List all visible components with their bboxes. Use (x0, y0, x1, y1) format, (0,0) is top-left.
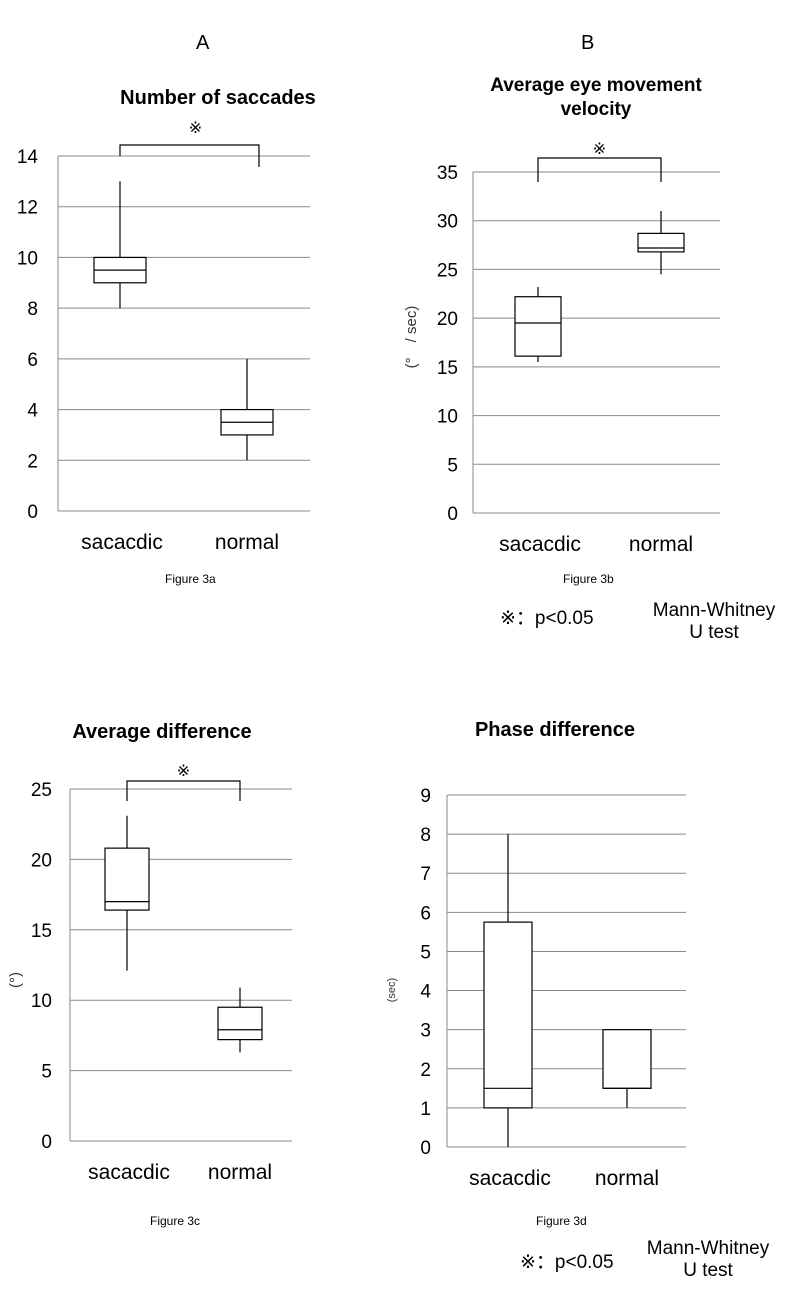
y-tick-label: 6 (27, 350, 38, 371)
box-iqr (104, 847, 150, 911)
caption-figure-3b: Figure 3b (563, 572, 614, 586)
x-category-label: sacacdic (499, 533, 581, 556)
y-tick-label: 12 (17, 198, 38, 219)
panel-letter-b: B (581, 32, 595, 54)
chart-d-title: Phase difference (474, 719, 636, 741)
chart-b-title-line2: velocity (560, 99, 632, 120)
y-tick-label: 15 (31, 921, 52, 942)
box-iqr (217, 1006, 263, 1041)
y-tick-label: 4 (420, 982, 431, 1003)
y-tick-label: 20 (437, 309, 458, 330)
y-tick-label: 2 (420, 1060, 431, 1081)
significance-bracket (537, 157, 662, 182)
y-tick-label: 2 (27, 451, 38, 472)
chart-b: 0 5 10 15 20 25 30 35 sacacdic normal (° / sec) ※ (403, 141, 720, 556)
test-note-bottom-line1: Mann-Whitney (646, 1238, 770, 1259)
box-iqr (602, 1029, 652, 1089)
box-iqr (514, 296, 562, 357)
caption-figure-3c: Figure 3c (150, 1214, 201, 1228)
box-sacacdic (104, 815, 150, 971)
box-iqr (637, 232, 685, 253)
y-tick-label: 0 (27, 502, 38, 523)
caption-figure-3a: Figure 3a (165, 572, 216, 586)
y-axis-label: (°) (7, 972, 24, 988)
chart-a-title: Number of saccades (120, 87, 316, 109)
test-note-top-line1: Mann-Whitney (652, 600, 776, 621)
box-sacacdic (93, 181, 147, 309)
y-tick-label: 20 (31, 850, 52, 871)
y-tick-label: 5 (447, 455, 458, 476)
y-tick-label: 1 (420, 1099, 431, 1120)
y-tick-label: 10 (31, 991, 52, 1012)
y-tick-label: 7 (420, 864, 431, 885)
chart-b-title-line1: Average eye movement (490, 75, 702, 96)
significance-bracket (119, 144, 260, 167)
y-tick-label: 25 (437, 260, 458, 281)
x-category-label: normal (208, 1161, 272, 1184)
y-axis-label: (sec) (386, 978, 398, 1002)
y-tick-label: 3 (420, 1021, 431, 1042)
y-tick-label: 10 (437, 407, 458, 428)
y-tick-label: 0 (447, 504, 458, 525)
y-tick-label: 8 (27, 299, 38, 320)
y-tick-label: 30 (437, 212, 458, 233)
test-note-bottom-line2: U test (683, 1260, 733, 1281)
y-tick-label: 0 (41, 1132, 52, 1153)
y-tick-label: 8 (420, 825, 431, 846)
significance-note-top: ※：p<0.05 (500, 608, 594, 629)
chart-c-title: Average difference (72, 721, 252, 743)
box-normal (217, 987, 263, 1053)
significance-marker: ※ (593, 141, 606, 158)
box-normal (220, 358, 274, 461)
panel-letter-a: A (196, 32, 210, 54)
caption-figure-3d: Figure 3d (536, 1214, 587, 1228)
x-category-label: normal (595, 1167, 659, 1190)
chart-c: 0 5 10 15 20 25 sacacdic normal (°) ※ (7, 763, 292, 1184)
y-tick-label: 4 (27, 401, 38, 422)
y-tick-label: 10 (17, 248, 38, 269)
box-iqr (483, 921, 533, 1109)
significance-note-bottom: ※：p<0.05 (520, 1252, 614, 1273)
x-category-label: sacacdic (81, 531, 163, 554)
test-note-top-line2: U test (689, 622, 739, 643)
box-sacacdic (514, 286, 562, 362)
y-tick-label: 5 (41, 1062, 52, 1083)
y-axis-label: (° / sec) (403, 306, 420, 369)
y-tick-label: 9 (420, 786, 431, 807)
y-tick-label: 14 (17, 147, 39, 168)
significance-bracket (126, 780, 241, 801)
y-tick-label: 0 (420, 1138, 431, 1159)
y-tick-label: 5 (420, 942, 431, 963)
y-tick-label: 15 (437, 358, 458, 379)
y-tick-label: 6 (420, 903, 431, 924)
x-category-label: normal (629, 533, 693, 556)
x-category-label: sacacdic (469, 1167, 551, 1190)
x-category-label: normal (215, 531, 279, 554)
significance-marker: ※ (177, 763, 190, 780)
significance-marker: ※ (189, 120, 202, 137)
box-normal (637, 210, 685, 275)
chart-b-title: Average eye movement velocity (440, 74, 752, 122)
test-note-bottom: Mann-Whitney U test (630, 1238, 786, 1282)
test-note-top: Mann-Whitney U test (636, 600, 792, 644)
box-normal (602, 1029, 652, 1108)
chart-a: 0 2 4 6 8 10 12 14 sacacdic normal ※ (17, 120, 310, 554)
box-sacacdic (483, 834, 533, 1147)
y-tick-label: 25 (31, 780, 52, 801)
chart-d: 0 1 2 3 4 5 6 7 8 9 sacacdic normal (sec) (386, 786, 686, 1190)
x-category-label: sacacdic (88, 1161, 170, 1184)
y-tick-label: 35 (437, 163, 458, 184)
